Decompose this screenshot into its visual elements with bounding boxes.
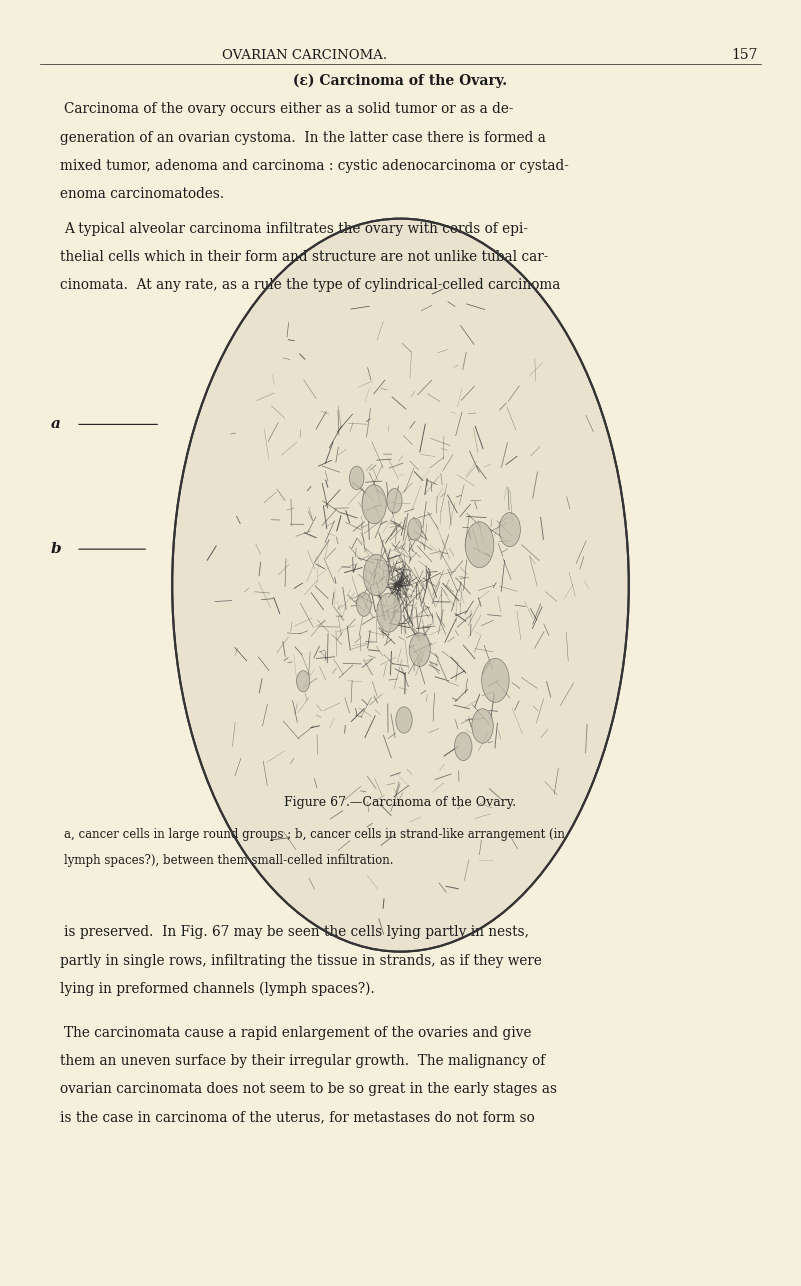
Text: Carcinoma of the ovary occurs either as a solid tumor or as a de-: Carcinoma of the ovary occurs either as … — [64, 103, 513, 116]
Text: partly in single rows, infiltrating the tissue in strands, as if they were: partly in single rows, infiltrating the … — [60, 954, 542, 967]
Text: is preserved.  In Fig. 67 may be seen the cells lying partly in nests,: is preserved. In Fig. 67 may be seen the… — [64, 926, 529, 939]
Text: (ε) Carcinoma of the Ovary.: (ε) Carcinoma of the Ovary. — [293, 73, 508, 89]
Text: a, cancer cells in large round groups ; b, cancer cells in strand-like arrangeme: a, cancer cells in large round groups ; … — [64, 828, 565, 841]
Text: A typical alveolar carcinoma infiltrates the ovary with cords of epi-: A typical alveolar carcinoma infiltrates… — [64, 222, 528, 235]
Circle shape — [408, 518, 421, 540]
Circle shape — [387, 489, 402, 513]
Text: 157: 157 — [731, 49, 759, 62]
Circle shape — [409, 633, 430, 666]
Text: is the case in carcinoma of the uterus, for metastases do not form so: is the case in carcinoma of the uterus, … — [60, 1111, 535, 1124]
Circle shape — [349, 467, 364, 490]
Text: generation of an ovarian cystoma.  In the latter case there is formed a: generation of an ovarian cystoma. In the… — [60, 131, 546, 144]
Circle shape — [296, 671, 310, 692]
Text: enoma carcinomatodes.: enoma carcinomatodes. — [60, 188, 224, 201]
Circle shape — [356, 593, 372, 616]
Circle shape — [362, 485, 386, 523]
Text: b: b — [50, 543, 62, 556]
Circle shape — [481, 658, 509, 702]
Text: Figure 67.—Carcinoma of the Ovary.: Figure 67.—Carcinoma of the Ovary. — [284, 796, 517, 809]
Circle shape — [454, 733, 472, 760]
Text: mixed tumor, adenoma and carcinoma : cystic adenocarcinoma or cystad-: mixed tumor, adenoma and carcinoma : cys… — [60, 159, 569, 172]
Circle shape — [364, 554, 389, 595]
Text: lymph spaces?), between them small-celled infiltration.: lymph spaces?), between them small-celle… — [64, 854, 393, 867]
Text: thelial cells which in their form and structure are not unlike tubal car-: thelial cells which in their form and st… — [60, 251, 549, 264]
Text: a: a — [51, 418, 61, 431]
Circle shape — [172, 219, 629, 952]
Text: them an uneven surface by their irregular growth.  The malignancy of: them an uneven surface by their irregula… — [60, 1055, 545, 1067]
Text: cinomata.  At any rate, as a rule the type of cylindrical-celled carcinoma: cinomata. At any rate, as a rule the typ… — [60, 279, 561, 292]
Circle shape — [472, 709, 493, 743]
Circle shape — [396, 707, 413, 733]
Text: lying in preformed channels (lymph spaces?).: lying in preformed channels (lymph space… — [60, 981, 375, 997]
Circle shape — [376, 593, 401, 633]
Circle shape — [465, 522, 494, 567]
Text: OVARIAN CARCINOMA.: OVARIAN CARCINOMA. — [222, 49, 387, 62]
Circle shape — [499, 513, 521, 547]
Text: ovarian carcinomata does not seem to be so great in the early stages as: ovarian carcinomata does not seem to be … — [60, 1083, 557, 1096]
Text: The carcinomata cause a rapid enlargement of the ovaries and give: The carcinomata cause a rapid enlargemen… — [64, 1026, 532, 1039]
